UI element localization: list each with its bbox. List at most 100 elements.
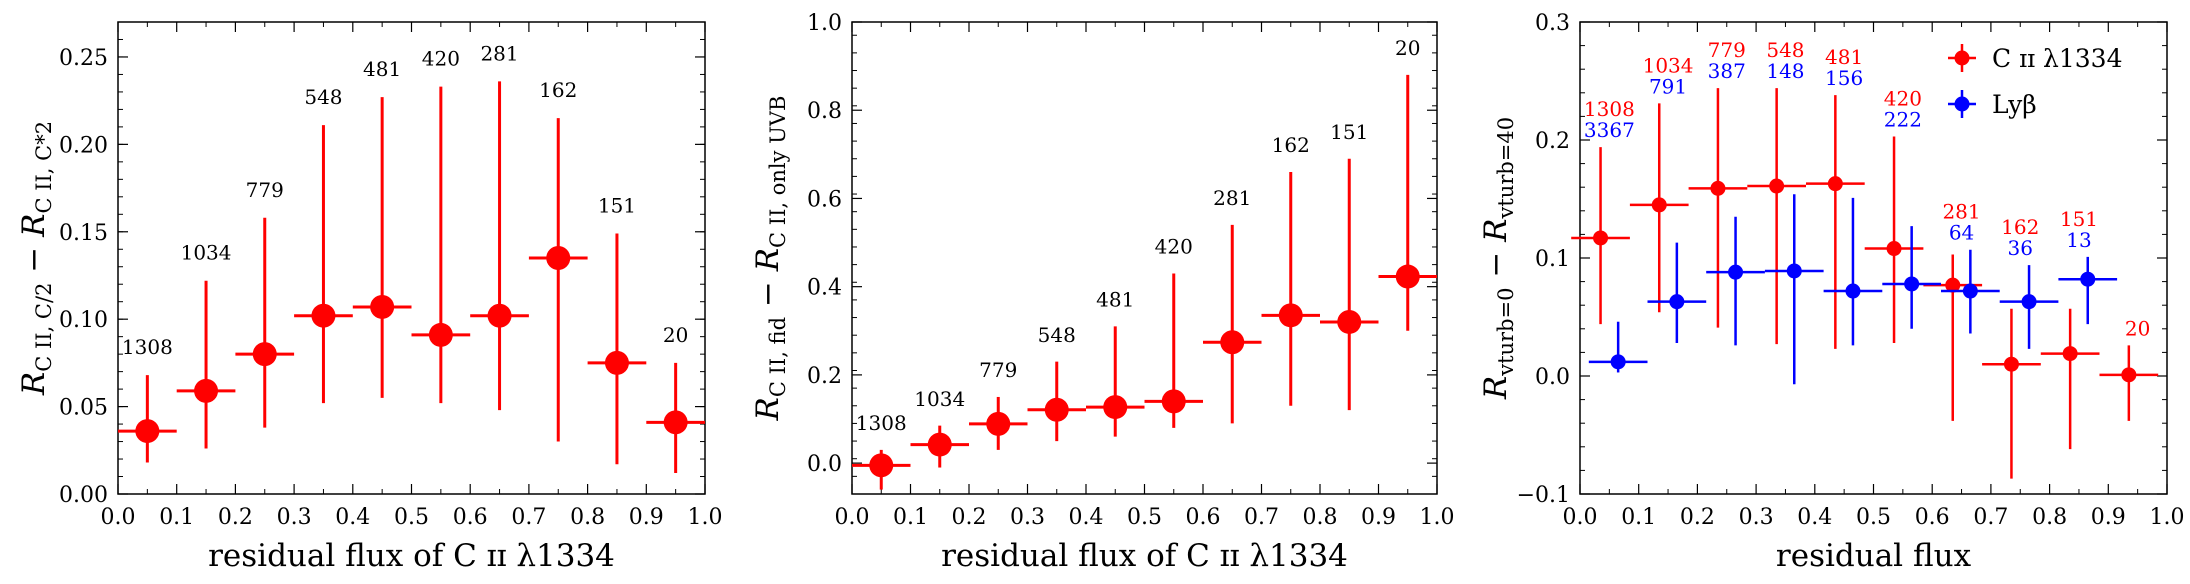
series-c-1334: [1571, 88, 2159, 479]
y-tick-label: 1.0: [807, 11, 842, 36]
chart-panel-1: 0.0 0.1 0.2 0.3 0.4 0.5 0.6 0.7 0.8 0.9 1.0 0.00 0.0…: [16, 21, 723, 574]
x-tick-label: 0.3: [277, 505, 312, 530]
count-label-blue: 36: [2008, 236, 2033, 260]
x-tick-label: 0.3: [1010, 505, 1045, 530]
data-point: [1278, 303, 1303, 328]
count-label-blue: 222: [1884, 107, 1922, 131]
count-label: 548: [304, 85, 342, 109]
x-tick-label: 0.2: [1680, 505, 1715, 530]
x-tick-label: 0.1: [1621, 505, 1656, 530]
y-tick-label: 0.0: [1535, 365, 1570, 390]
data-point: [1710, 180, 1726, 196]
count-label-blue: 3367: [1584, 118, 1635, 142]
x-axis-label: residual flux of C ɪɪ λ1334: [208, 538, 615, 574]
data-point: [1827, 176, 1843, 192]
data-point: [1337, 309, 1362, 334]
x-tick-label: 0.7: [1244, 505, 1279, 530]
x-tick-label: 0.6: [1915, 505, 1950, 530]
count-label: 151: [1330, 120, 1368, 144]
x-tick-label: 0.5: [1856, 505, 1891, 530]
x-tick-label: 1.0: [1420, 505, 1455, 530]
data-point: [663, 410, 688, 435]
series-ly-: [1588, 194, 2118, 385]
data-point: [1845, 283, 1861, 299]
data-point: [2080, 271, 2096, 287]
data-point: [604, 350, 629, 375]
count-label: 420: [422, 47, 460, 71]
data-point: [1945, 277, 1961, 293]
data-point: [1220, 330, 1245, 355]
data-point: [1044, 397, 1069, 422]
data-point: [1786, 263, 1802, 279]
x-tick-label: 0.4: [1797, 505, 1832, 530]
count-label-blue: 64: [1949, 221, 1974, 245]
data-point: [2021, 294, 2037, 310]
x-tick-label: 0.4: [1069, 505, 1104, 530]
y-tick-label: 0.2: [807, 364, 842, 389]
x-tick-label: 0.8: [570, 505, 605, 530]
series-red: 1308 1034 779 548 481 420 281 162 151 20: [852, 36, 1437, 490]
data-point: [311, 303, 336, 328]
data-point: [1962, 283, 1978, 299]
x-tick-label: 0.6: [453, 505, 488, 530]
x-tick-label: 0.4: [335, 505, 370, 530]
count-label: 20: [1395, 36, 1420, 60]
y-tick-label: 0.6: [807, 187, 842, 212]
count-label: 151: [598, 194, 636, 218]
x-tick-label: 0.9: [2091, 505, 2126, 530]
data-point: [1769, 178, 1785, 194]
count-label-red: 281: [1942, 200, 1980, 224]
count-label-red: 162: [2001, 215, 2039, 239]
count-label: 1034: [181, 241, 232, 265]
count-label: 162: [539, 78, 577, 102]
count-label-red: 779: [1708, 38, 1746, 62]
x-tick-label: 0.8: [1303, 505, 1338, 530]
count-label: 779: [979, 358, 1017, 382]
y-tick-label: 0.10: [59, 308, 108, 333]
y-tick-label: 0.8: [807, 99, 842, 124]
x-tick-label: 1.0: [688, 505, 723, 530]
count-label-red: 1034: [1643, 53, 1694, 77]
data-point: [370, 294, 395, 319]
count-label-blue: 387: [1708, 59, 1746, 83]
x-axis-label: residual flux: [1776, 538, 1972, 574]
x-tick-label: 0.2: [218, 505, 253, 530]
x-tick-label: 0.1: [893, 505, 928, 530]
count-label-blue: 148: [1766, 59, 1804, 83]
y-axis-label: RC II, C/2 − RC II, C*2: [16, 121, 56, 396]
count-label-red: 420: [1884, 86, 1922, 110]
y-tick-label: 0.1: [1535, 247, 1570, 272]
data-point: [869, 453, 894, 478]
count-label-red: 20: [2125, 316, 2150, 340]
data-point: [986, 411, 1011, 436]
y-tick-label: 0.25: [59, 46, 108, 71]
data-point: [252, 342, 277, 367]
data-point: [2121, 367, 2137, 383]
y-tick-label: 0.4: [807, 276, 842, 301]
data-point: [1593, 230, 1609, 246]
data-point: [1103, 395, 1128, 420]
x-tick-label: 0.5: [394, 505, 429, 530]
y-tick-label: −0.1: [1517, 483, 1570, 508]
count-label: 420: [1155, 235, 1193, 259]
y-tick-label: 0.3: [1535, 11, 1570, 36]
y-axis-label: Rvturb=0 − Rvturb=40: [1478, 117, 1518, 400]
x-tick-label: 0.0: [1563, 505, 1598, 530]
count-label-blue: 13: [2066, 228, 2091, 252]
x-tick-label: 0.9: [629, 505, 664, 530]
data-point: [1395, 264, 1420, 289]
data-point: [1886, 241, 1902, 257]
y-tick-label: 0.0: [807, 452, 842, 477]
count-label-blue: 791: [1649, 74, 1687, 98]
data-point: [927, 432, 952, 457]
x-tick-label: 0.1: [159, 505, 194, 530]
count-label: 779: [246, 178, 284, 202]
data-point: [546, 246, 571, 270]
x-tick-label: 0.5: [1127, 505, 1162, 530]
count-label-blue: 156: [1825, 66, 1863, 90]
count-label: 1308: [122, 335, 173, 359]
count-label-red: 548: [1766, 38, 1804, 62]
count-label: 548: [1038, 323, 1076, 347]
count-label-red: 481: [1825, 45, 1863, 69]
